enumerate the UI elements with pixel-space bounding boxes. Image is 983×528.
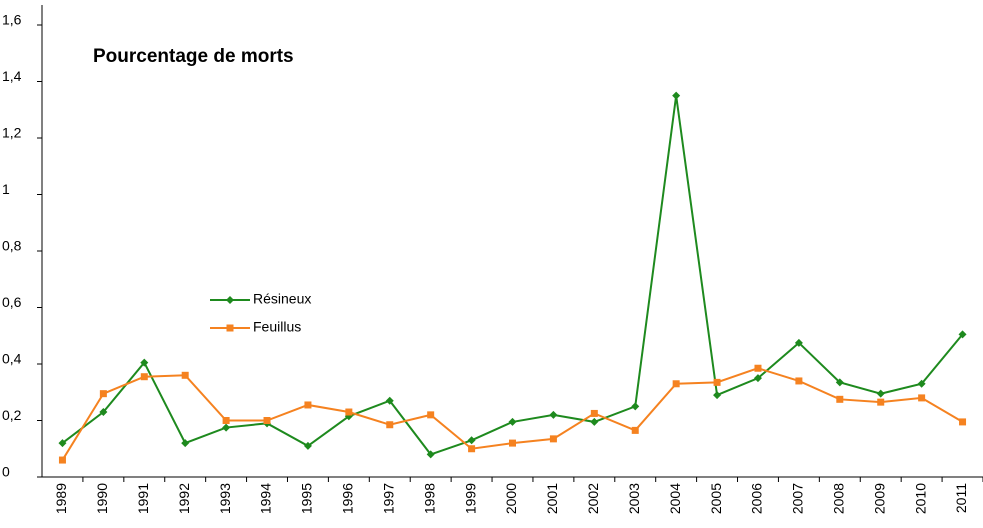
point [140, 373, 148, 381]
point [222, 423, 231, 432]
point [426, 450, 435, 459]
point [590, 409, 598, 417]
x-tick-label: 1998 [421, 483, 437, 514]
point [345, 408, 353, 416]
legend-marker [226, 324, 234, 332]
x-tick-label: 1999 [462, 483, 478, 514]
point [468, 445, 476, 453]
point [303, 441, 312, 450]
point [713, 378, 721, 386]
point [958, 330, 967, 339]
x-tick-label: 1996 [340, 483, 356, 514]
point [753, 374, 762, 383]
point [385, 396, 394, 405]
point [959, 418, 967, 426]
legend-marker [226, 296, 234, 304]
x-tick-label: 2006 [749, 483, 765, 514]
x-tick-label: 1994 [258, 483, 274, 514]
point [795, 377, 803, 385]
point [672, 91, 681, 100]
x-tick-label: 2002 [585, 483, 601, 514]
point [181, 371, 189, 379]
chart-title: Pourcentage de morts [93, 46, 294, 67]
y-tick-label: 0,6 [2, 294, 22, 310]
point [835, 378, 844, 387]
x-tick-label: 1993 [217, 483, 233, 514]
y-tick-label: 1,2 [2, 125, 22, 141]
point [877, 398, 885, 406]
point [631, 402, 640, 411]
x-tick-label: 2009 [871, 483, 887, 514]
point [99, 390, 107, 398]
legend-label: Feuillus [253, 319, 301, 335]
x-tick-label: 2001 [544, 483, 560, 514]
x-tick-label: 1989 [53, 483, 69, 514]
y-tick-label: 1,4 [2, 68, 22, 84]
point [222, 417, 230, 424]
point [917, 379, 926, 388]
point [58, 456, 66, 464]
x-tick-label: 1997 [380, 483, 396, 514]
x-tick-label: 2005 [708, 483, 724, 514]
point [876, 389, 885, 398]
y-tick-label: 1 [2, 181, 10, 197]
point [631, 426, 639, 434]
x-tick-label: 1991 [135, 483, 151, 514]
x-tick-label: 2003 [626, 483, 642, 514]
point [99, 408, 108, 417]
point [427, 411, 435, 419]
y-tick-label: 0,4 [2, 351, 22, 367]
point [386, 421, 394, 429]
x-tick-label: 2004 [667, 483, 683, 514]
point [590, 417, 599, 426]
x-tick-label: 2008 [831, 483, 847, 514]
x-tick-label: 2007 [790, 483, 806, 514]
point [181, 439, 190, 448]
point [509, 439, 516, 447]
point [549, 435, 557, 443]
legend-label: Résineux [253, 291, 311, 307]
point [918, 394, 926, 402]
x-tick-label: 1992 [176, 483, 192, 514]
point [713, 391, 722, 400]
series-line [61, 95, 964, 456]
point [549, 410, 558, 419]
x-tick-label: 2010 [912, 483, 928, 514]
point [672, 380, 680, 388]
point [794, 338, 803, 347]
y-tick-label: 0,8 [2, 238, 22, 254]
y-tick-label: 0 [2, 464, 10, 480]
point [754, 364, 762, 372]
x-tick-label: 2000 [503, 483, 519, 514]
point [263, 417, 271, 424]
x-tick-label: 2011 [953, 483, 969, 513]
y-tick-label: 1,6 [2, 12, 22, 28]
point [467, 436, 476, 445]
y-tick-label: 0,2 [2, 407, 22, 423]
point [836, 395, 844, 403]
point [140, 358, 149, 367]
x-tick-label: 1990 [94, 483, 110, 514]
point [58, 439, 67, 448]
x-tick-label: 1995 [299, 483, 315, 514]
point [508, 417, 517, 426]
point [304, 401, 312, 409]
